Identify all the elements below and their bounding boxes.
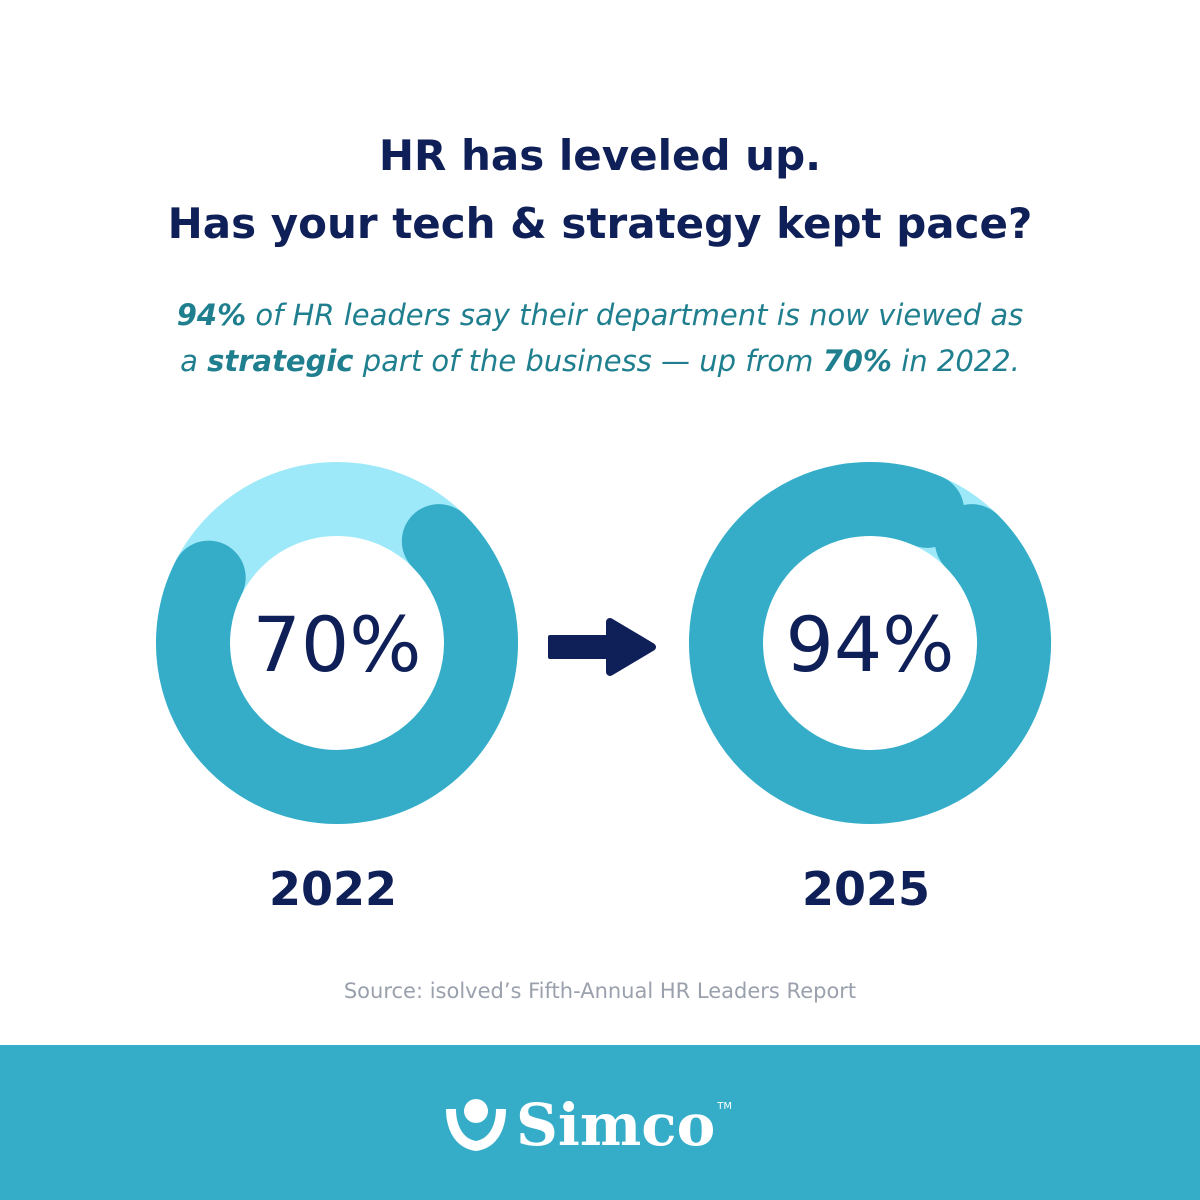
donut-year-label-2022: 2022 [269, 862, 397, 916]
subtitle-text-2: a [180, 344, 208, 378]
headline: HR has leveled up. Has your tech & strat… [0, 122, 1200, 258]
donut-value-2022: 70% [253, 600, 422, 689]
donut-2022: 70% 2022 [156, 462, 518, 916]
subtitle-strategic: strategic [207, 344, 354, 378]
headline-line-1: HR has leveled up. [378, 131, 822, 180]
trademark-symbol: TM [717, 1101, 733, 1112]
donut-arc-2025 [689, 462, 1051, 824]
simco-logo: Simco TM [440, 1095, 732, 1155]
donut-chart: 70% 2022 94% 2025 [156, 462, 1051, 916]
arrow-right-icon [548, 618, 656, 676]
subtitle-pct-2022: 70% [822, 344, 892, 378]
donut-2025: 94% 2025 [689, 462, 1051, 916]
source-note: Source: isolved’s Fifth-Annual HR Leader… [343, 979, 857, 1003]
donut-value-2025: 94% [786, 600, 955, 689]
subtitle: 94% of HR leaders say their department i… [40, 292, 1160, 384]
subtitle-text-3: part of the business — up from [353, 344, 823, 378]
donut-arc-2022 [156, 504, 518, 824]
subtitle-text-4: in 2022. [892, 344, 1020, 378]
donut-year-label-2025: 2025 [802, 862, 930, 916]
simco-logo-mark-icon [446, 1099, 506, 1151]
headline-line-2: Has your tech & strategy kept pace? [167, 199, 1033, 248]
subtitle-pct-2025: 94% [176, 298, 247, 332]
footer-bar: Simco TM [0, 1045, 1200, 1200]
subtitle-text-1: of HR leaders say their department is no… [246, 298, 1024, 332]
simco-logo-text: Simco [516, 1091, 716, 1159]
